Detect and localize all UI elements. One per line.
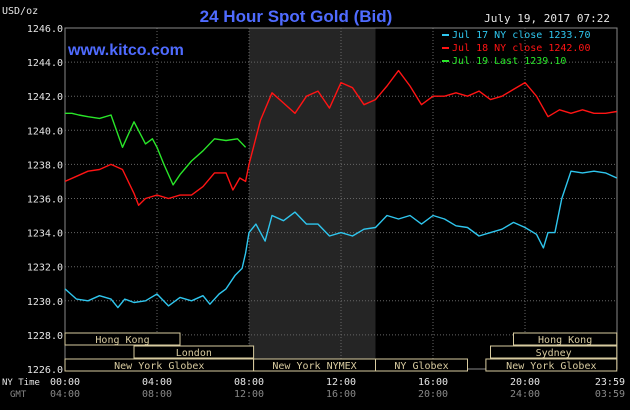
series-line-jul17 (64, 170, 618, 309)
x-tick-label-ny: 04:00 (142, 377, 172, 388)
x-tick-label-ny: 23:59 (595, 377, 625, 388)
y-tick-label: 1228.0 (27, 331, 63, 342)
session-box (513, 332, 618, 346)
y-tick-label: 1234.0 (27, 229, 63, 240)
session-label: New York Globex (506, 361, 596, 372)
legend-entry: Jul 17 NY close 1233.70 (452, 30, 590, 41)
y-tick-label: 1238.0 (27, 160, 63, 171)
x-tick-label-ny: 00:00 (50, 377, 80, 388)
x-tick-label-ny: 12:00 (326, 377, 356, 388)
session-label: New York NYMEX (272, 361, 356, 372)
y-tick-label: 1232.0 (27, 263, 63, 274)
session-box (64, 332, 181, 346)
session-label: Hong Kong (95, 335, 149, 346)
series-line-jul19 (65, 112, 247, 186)
session-label: Hong Kong (538, 335, 592, 346)
timestamp: July 19, 2017 07:22 (484, 12, 610, 25)
x-row-label-gmt: GMT (10, 390, 27, 400)
session-shade (249, 28, 376, 369)
series-line-jul18 (64, 69, 617, 207)
session-label: Sydney (536, 348, 572, 359)
x-tick-label-gmt: 12:00 (234, 389, 264, 400)
y-tick-label: 1240.0 (27, 126, 63, 137)
x-tick-label-ny: 20:00 (510, 377, 540, 388)
x-tick-label-ny: 16:00 (418, 377, 448, 388)
x-tick-label-gmt: 08:00 (142, 389, 172, 400)
x-row-label-ny: NY Time (2, 378, 40, 388)
legend-entry: Jul 19 Last 1239.10 (452, 56, 566, 67)
y-tick-label: 1230.0 (27, 297, 63, 308)
session-box (375, 358, 468, 372)
session-label: London (176, 348, 212, 359)
x-tick-label-ny: 08:00 (234, 377, 264, 388)
x-tick-label-gmt: 24:00 (510, 389, 540, 400)
x-tick-label-gmt: 03:59 (595, 389, 625, 400)
chart-title: 24 Hour Spot Gold (Bid) (200, 7, 393, 26)
y-tick-label: 1244.0 (27, 58, 63, 69)
legend-entry: Jul 18 NY close 1242.00 (452, 43, 590, 54)
session-label: New York Globex (114, 361, 204, 372)
y-unit-label: USD/oz (2, 6, 38, 17)
x-tick-label-gmt: 16:00 (326, 389, 356, 400)
session-label: NY Globex (394, 361, 448, 372)
x-tick-label-gmt: 04:00 (50, 389, 80, 400)
legend: Jul 17 NY close 1233.70 Jul 18 NY close 1… (442, 30, 590, 67)
x-tick-label-gmt: 20:00 (418, 389, 448, 400)
y-tick-label: 1246.0 (27, 24, 63, 35)
site-link[interactable]: www.kitco.com (67, 42, 184, 59)
y-tick-label: 1236.0 (27, 195, 63, 206)
session-box (485, 358, 618, 372)
y-tick-label: 1242.0 (27, 92, 63, 103)
y-tick-label: 1226.0 (27, 365, 63, 376)
session-box (133, 345, 255, 359)
session-box (490, 345, 618, 359)
